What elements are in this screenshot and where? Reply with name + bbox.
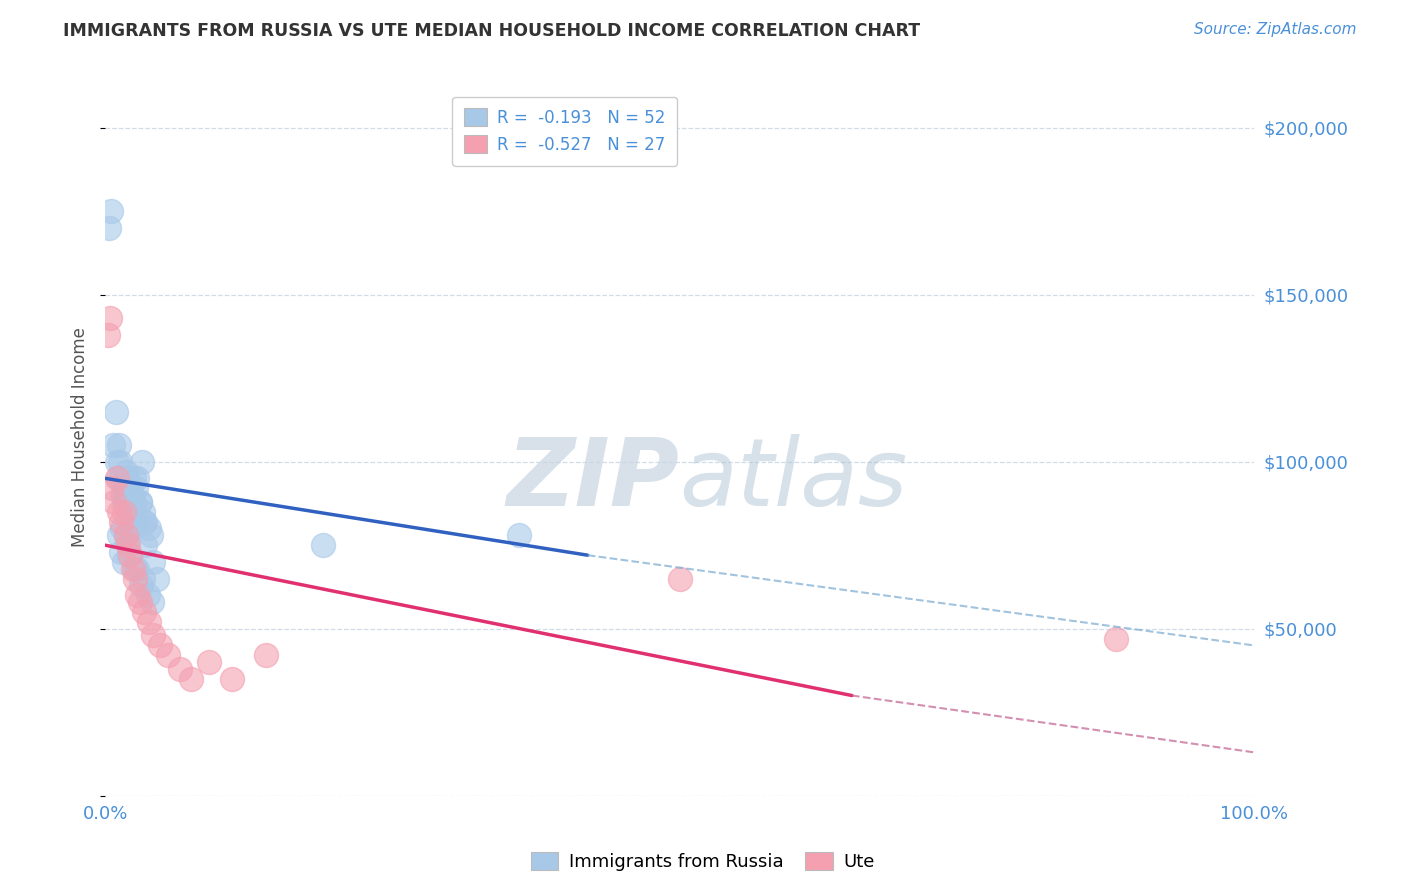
- Point: [129, 578, 152, 592]
- Point: [124, 515, 146, 529]
- Point: [111, 488, 134, 502]
- Point: [180, 672, 202, 686]
- Point: [98, 310, 121, 325]
- Point: [120, 548, 142, 562]
- Point: [141, 528, 163, 542]
- Point: [108, 438, 131, 452]
- Point: [117, 505, 139, 519]
- Point: [107, 471, 129, 485]
- Point: [111, 521, 134, 535]
- Text: ZIP: ZIP: [506, 434, 679, 525]
- Point: [115, 528, 138, 542]
- Point: [134, 515, 156, 529]
- Point: [115, 534, 138, 549]
- Point: [138, 615, 160, 629]
- Point: [142, 628, 165, 642]
- Point: [131, 455, 153, 469]
- Point: [110, 471, 132, 485]
- Point: [112, 494, 135, 508]
- Point: [108, 528, 131, 542]
- Point: [101, 482, 124, 496]
- Point: [136, 588, 159, 602]
- Point: [149, 639, 172, 653]
- Point: [114, 482, 136, 496]
- Legend: R =  -0.193   N = 52, R =  -0.527   N = 27: R = -0.193 N = 52, R = -0.527 N = 27: [453, 96, 678, 166]
- Point: [128, 595, 150, 609]
- Point: [508, 528, 530, 542]
- Point: [120, 505, 142, 519]
- Text: IMMIGRANTS FROM RUSSIA VS UTE MEDIAN HOUSEHOLD INCOME CORRELATION CHART: IMMIGRANTS FROM RUSSIA VS UTE MEDIAN HOU…: [63, 22, 921, 40]
- Point: [117, 538, 139, 552]
- Point: [105, 471, 128, 485]
- Point: [127, 471, 149, 485]
- Point: [127, 561, 149, 575]
- Point: [96, 327, 118, 342]
- Point: [103, 494, 125, 508]
- Point: [115, 471, 138, 485]
- Point: [104, 404, 127, 418]
- Point: [124, 561, 146, 575]
- Point: [125, 482, 148, 496]
- Point: [132, 505, 155, 519]
- Text: Source: ZipAtlas.com: Source: ZipAtlas.com: [1194, 22, 1357, 37]
- Point: [221, 672, 243, 686]
- Point: [197, 655, 219, 669]
- Point: [132, 572, 155, 586]
- Point: [668, 572, 690, 586]
- Point: [110, 545, 132, 559]
- Point: [169, 662, 191, 676]
- Point: [120, 482, 142, 496]
- Point: [108, 455, 131, 469]
- Point: [121, 521, 143, 535]
- Point: [254, 648, 277, 663]
- Point: [146, 572, 169, 586]
- Point: [142, 555, 165, 569]
- Point: [122, 494, 145, 508]
- Point: [121, 561, 143, 575]
- Point: [134, 515, 156, 529]
- Point: [115, 528, 138, 542]
- Point: [114, 488, 136, 502]
- Point: [112, 505, 135, 519]
- Point: [108, 505, 131, 519]
- Point: [100, 204, 122, 219]
- Text: atlas: atlas: [679, 434, 908, 525]
- Point: [138, 521, 160, 535]
- Point: [97, 220, 120, 235]
- Point: [312, 538, 335, 552]
- Point: [110, 515, 132, 529]
- Point: [141, 595, 163, 609]
- Point: [134, 538, 156, 552]
- Point: [105, 455, 128, 469]
- Point: [122, 471, 145, 485]
- Point: [118, 548, 141, 562]
- Point: [1105, 632, 1128, 646]
- Point: [103, 438, 125, 452]
- Point: [115, 465, 138, 479]
- Point: [124, 572, 146, 586]
- Point: [121, 488, 143, 502]
- Y-axis label: Median Household Income: Median Household Income: [72, 326, 89, 547]
- Legend: Immigrants from Russia, Ute: Immigrants from Russia, Ute: [524, 845, 882, 879]
- Point: [112, 555, 135, 569]
- Point: [157, 648, 180, 663]
- Point: [127, 588, 149, 602]
- Point: [117, 478, 139, 492]
- Point: [134, 605, 156, 619]
- Point: [128, 494, 150, 508]
- Point: [128, 494, 150, 508]
